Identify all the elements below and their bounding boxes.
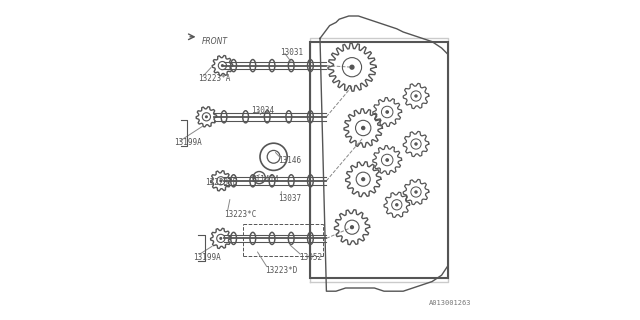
Text: 13199A: 13199A <box>193 253 221 262</box>
Text: FRONT: FRONT <box>202 37 228 46</box>
Circle shape <box>415 95 417 97</box>
Circle shape <box>220 180 221 182</box>
Text: 13223*A: 13223*A <box>198 74 230 83</box>
Text: 13199A: 13199A <box>174 138 202 147</box>
Circle shape <box>220 237 221 239</box>
Circle shape <box>415 191 417 193</box>
Text: 13223*C: 13223*C <box>224 210 257 219</box>
Text: 13052: 13052 <box>300 253 323 262</box>
Circle shape <box>221 65 223 67</box>
Circle shape <box>386 159 388 161</box>
Circle shape <box>396 204 398 206</box>
Text: 13146: 13146 <box>278 156 301 164</box>
Text: 13034: 13034 <box>251 106 275 115</box>
Circle shape <box>205 116 207 118</box>
Text: 13031: 13031 <box>280 48 303 57</box>
Circle shape <box>362 178 365 180</box>
Circle shape <box>362 126 365 130</box>
Text: 13223*D: 13223*D <box>265 266 298 275</box>
Circle shape <box>351 226 353 228</box>
Circle shape <box>386 111 388 113</box>
Text: B11414: B11414 <box>251 175 279 184</box>
Circle shape <box>415 143 417 145</box>
Circle shape <box>350 65 354 69</box>
Text: A013001263: A013001263 <box>429 300 471 306</box>
Text: 13223*B: 13223*B <box>205 178 237 187</box>
Text: 13037: 13037 <box>278 194 301 203</box>
